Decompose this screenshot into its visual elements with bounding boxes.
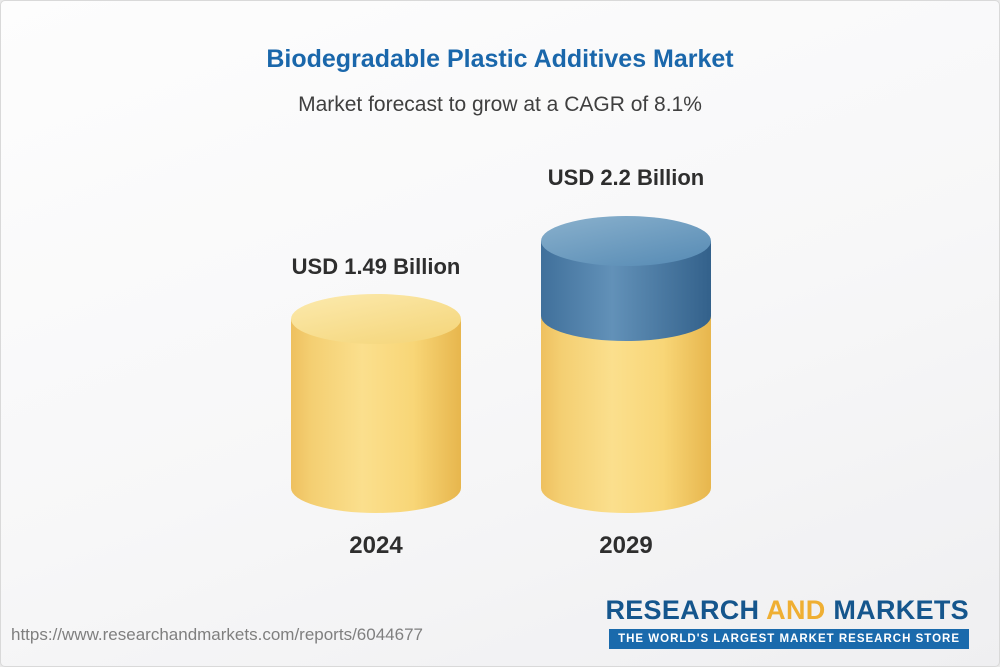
bar-2029-base-segment: [541, 309, 711, 513]
bar-2024-body: [291, 319, 461, 513]
bar-2024-top-cap: [291, 294, 461, 344]
logo-word-and: AND: [766, 595, 826, 625]
logo-tagline: THE WORLD'S LARGEST MARKET RESEARCH STOR…: [609, 629, 969, 649]
value-label-2024: USD 1.49 Billion: [291, 254, 461, 279]
research-and-markets-logo: RESEARCH AND MARKETS THE WORLD'S LARGEST…: [605, 595, 969, 649]
bar-2024: [291, 294, 461, 513]
bar-2029: [541, 216, 711, 513]
bar-2029-top-cap: [541, 216, 711, 266]
category-label-2024: 2024: [349, 532, 403, 559]
logo-word-markets: MARKETS: [833, 595, 969, 625]
logo-wordmark: RESEARCH AND MARKETS: [605, 595, 969, 626]
category-label-2029: 2029: [599, 532, 653, 559]
bar-2029-growth-segment: [541, 241, 711, 341]
logo-word-research: RESEARCH: [605, 595, 760, 625]
report-url-link[interactable]: https://www.researchandmarkets.com/repor…: [11, 625, 423, 644]
chart-subtitle: Market forecast to grow at a CAGR of 8.1…: [298, 93, 702, 116]
value-label-2029: USD 2.2 Billion: [547, 165, 705, 190]
chart-title: Biodegradable Plastic Additives Market: [266, 45, 734, 73]
